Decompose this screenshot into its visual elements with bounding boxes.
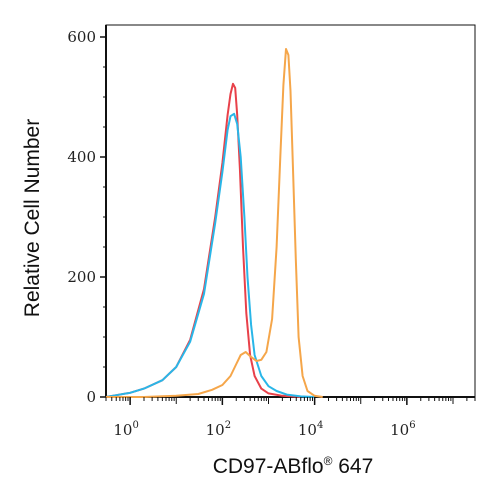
y-tick-label: 0 [86, 388, 96, 406]
y-tick-label: 600 [67, 28, 96, 46]
x-axis-title-main: CD97-ABflo [213, 455, 324, 478]
x-axis-title-suffix: 647 [332, 455, 373, 478]
series-line-2 [105, 112, 315, 398]
x-tick-label: 100 [113, 420, 138, 439]
x-axis-title: CD97-ABflo® 647 [213, 454, 374, 478]
ticks-layer: 0 200 400 600 100 102 104 106 [67, 28, 476, 439]
x-tick-label: 102 [206, 420, 231, 439]
x-tick-label: 104 [298, 420, 323, 439]
y-axis-title: Relative Cell Number [21, 119, 44, 317]
y-tick-label: 200 [67, 268, 96, 286]
y-tick-label: 400 [67, 148, 96, 166]
series-line-3 [106, 48, 323, 398]
series-line-1 [105, 82, 301, 398]
x-axis-title-mark: ® [324, 454, 333, 468]
x-tick-label: 106 [390, 420, 415, 439]
series-layer [105, 48, 323, 398]
